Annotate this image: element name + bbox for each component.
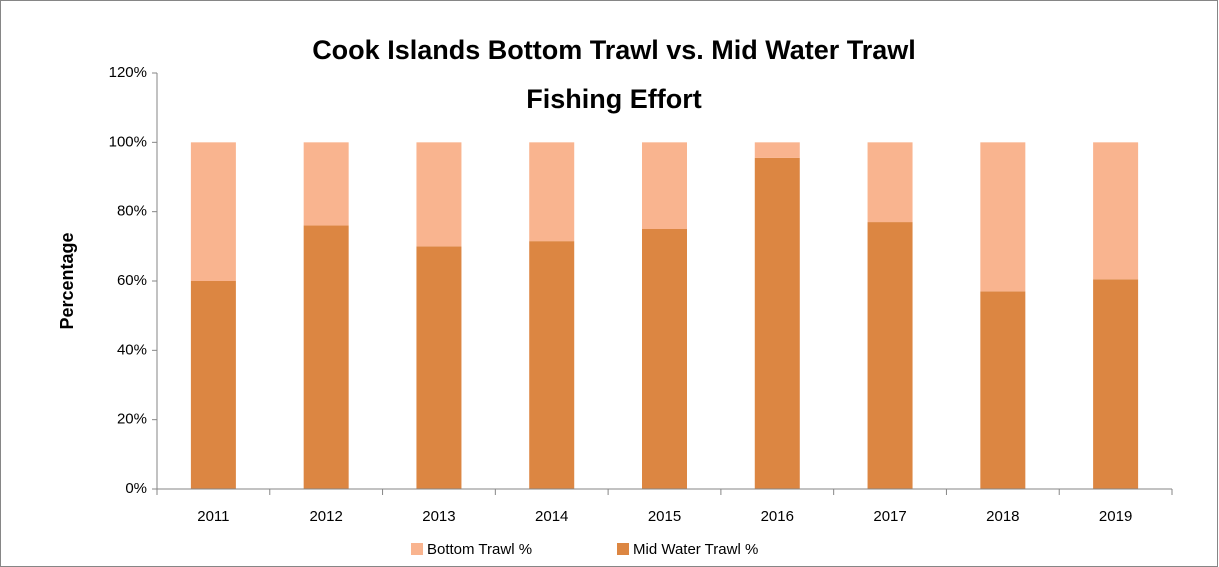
y-tick-label: 0% [125,480,147,497]
bar-segment [642,229,687,489]
bar-segment [416,246,462,489]
x-tick-label: 2018 [986,508,1019,525]
bar-segment [1093,279,1139,489]
y-tick-label: 80% [117,203,147,220]
bar-segment [867,222,913,490]
bar-segment [190,281,236,489]
bar-segment [867,142,913,223]
x-tick-label: 2015 [648,508,681,525]
x-tick-label: 2017 [873,508,906,525]
chart-title: Cook Islands Bottom Trawl vs. Mid Water … [312,35,916,65]
x-tick-label: 2011 [197,508,229,525]
x-tick-label: 2013 [422,508,455,525]
y-tick-label: 120% [109,64,147,81]
x-tick-label: 2019 [1099,508,1132,525]
bar-segment [190,142,236,281]
legend-swatch [411,543,423,555]
x-tick-label: 2016 [761,508,794,525]
legend-swatch [617,543,629,555]
y-tick-label: 20% [117,411,147,428]
bar-segment [754,157,800,489]
x-tick-label: 2012 [309,508,342,525]
bar-segment [303,225,349,490]
legend-label: Bottom Trawl % [427,541,532,558]
bar-segment [303,142,349,226]
x-tick-label: 2014 [535,508,568,525]
bar-segment [1093,142,1139,280]
bar-segment [529,241,575,489]
bar-segment [980,291,1026,489]
legend-label: Mid Water Trawl % [633,541,758,558]
y-tick-label: 100% [109,133,147,150]
bar-segment [416,142,462,247]
y-axis-label: Percentage [57,232,77,329]
y-tick-label: 60% [117,272,147,289]
bar-segment [754,142,800,158]
bar-segment [642,142,687,229]
bar-segment [529,142,575,242]
chart-title: Fishing Effort [526,84,701,114]
bar-segment [980,142,1026,292]
y-tick-label: 40% [117,341,147,358]
